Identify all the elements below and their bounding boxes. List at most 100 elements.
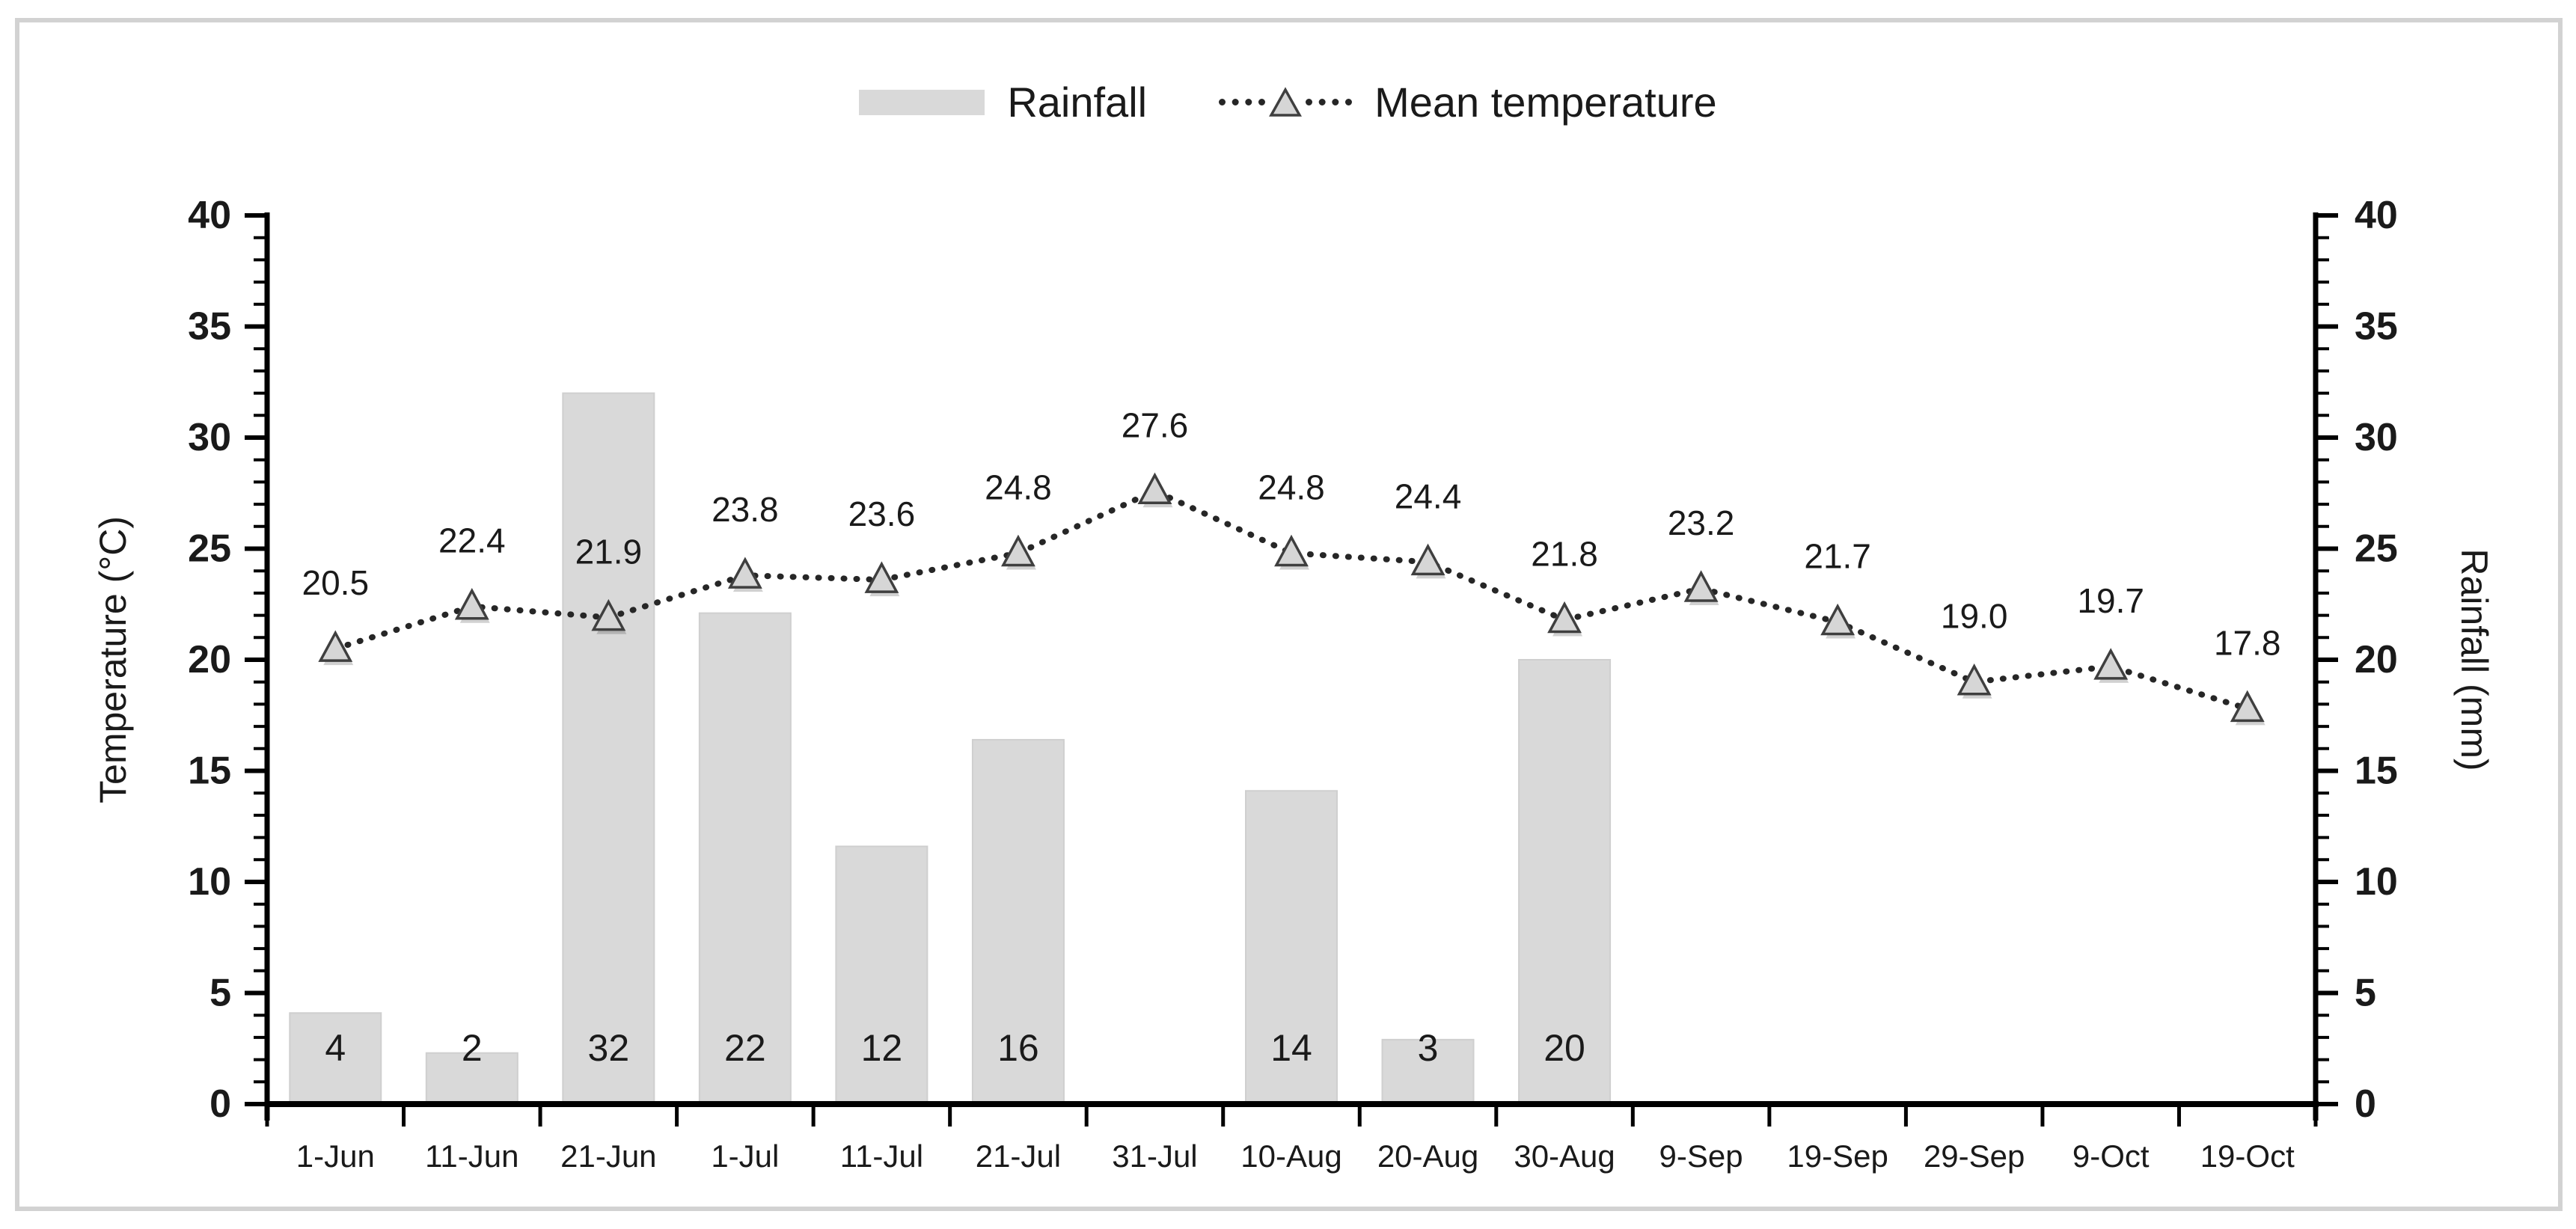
marker-31-Jul <box>1137 472 1172 505</box>
x-axis-labels: 1-Jun 11-Jun 21-Jun 1-Jul 11-Jul 21-Jul 31-Jul… <box>296 1138 2295 1174</box>
legend-temperature-marker <box>1219 86 1353 118</box>
marker-1-Jun <box>318 630 353 662</box>
temp-label-29-Sep: 19.0 <box>1941 597 2008 636</box>
marker-1-Jul <box>727 557 762 589</box>
right-axis-label-10: 10 <box>2355 860 2398 904</box>
right-axis-label-5: 5 <box>2355 972 2376 1015</box>
left-axis-label-20: 20 <box>188 638 231 681</box>
legend-rainfall-swatch <box>859 89 985 115</box>
bar-label-21-Jun: 32 <box>588 1027 630 1069</box>
marker-9-Oct <box>2093 648 2129 680</box>
bar-label-1-Jul: 22 <box>724 1027 766 1069</box>
left-axis-label-5: 5 <box>209 972 231 1015</box>
bar-10-Aug <box>1245 790 1338 1105</box>
temp-label-1-Jun: 20.5 <box>302 563 370 602</box>
bar-21-Jun <box>562 392 655 1105</box>
left-axis-label-0: 0 <box>209 1082 231 1126</box>
x-label-1-Jun: 1-Jun <box>296 1138 375 1174</box>
marker-29-Sep <box>1957 663 1992 696</box>
left-axis-label-25: 25 <box>188 527 231 571</box>
rainfall-bar-labels: 4 2 32 22 12 16 14 3 20 <box>325 1027 1585 1069</box>
bar-1-Jun <box>289 1012 382 1105</box>
x-label-29-Sep: 29-Sep <box>1924 1138 2025 1174</box>
right-axis-label-15: 15 <box>2355 750 2398 793</box>
triangle-marker-icon <box>1269 86 1303 117</box>
bar-label-11-Jun: 2 <box>462 1027 483 1069</box>
x-label-19-Oct: 19-Oct <box>2200 1138 2295 1174</box>
temp-label-1-Jul: 23.8 <box>712 490 779 529</box>
temp-label-21-Jun: 21.9 <box>575 533 643 571</box>
marker-20-Aug <box>1410 543 1445 576</box>
x-label-20-Aug: 20-Aug <box>1377 1138 1478 1174</box>
y-axis-labels: 0 0 5 5 10 10 15 15 20 20 25 25 30 30 35 35 40 40 <box>188 194 2398 1126</box>
bar-11-Jul <box>835 845 928 1105</box>
axes <box>264 212 2319 1121</box>
temp-label-21-Jul: 24.8 <box>985 468 1052 506</box>
temp-label-10-Aug: 24.8 <box>1258 468 1325 506</box>
bar-20-Aug <box>1381 1038 1475 1105</box>
marker-19-Oct <box>2230 690 2265 723</box>
y-axis-ticks <box>245 213 2338 1106</box>
dotted-line-icon <box>1219 99 1266 105</box>
temp-label-9-Sep: 23.2 <box>1668 503 1735 542</box>
temp-label-19-Oct: 17.8 <box>2214 623 2281 662</box>
marker-21-Jun <box>591 598 626 631</box>
temperature-labels: 20.5 22.4 21.9 23.8 23.6 24.8 27.6 24.8 24.4 21.8… <box>302 405 2281 662</box>
left-axis-label-15: 15 <box>188 750 231 793</box>
x-label-21-Jul: 21-Jul <box>976 1138 1061 1174</box>
right-axis-label-25: 25 <box>2355 527 2398 571</box>
temp-label-30-Aug: 21.8 <box>1531 535 1598 574</box>
temp-label-31-Jul: 27.6 <box>1122 405 1189 444</box>
rainfall-bars <box>289 392 1612 1105</box>
temp-label-11-Jul: 23.6 <box>848 494 916 533</box>
temp-label-19-Sep: 21.7 <box>1804 537 1871 576</box>
legend: Rainfall Mean temperature <box>0 78 2576 126</box>
temperature-line <box>332 487 2251 712</box>
bar-label-30-Aug: 20 <box>1544 1027 1585 1069</box>
left-axis-label-35: 35 <box>188 305 231 349</box>
bar-label-21-Jul: 16 <box>997 1027 1039 1069</box>
temperature-markers <box>318 472 2266 726</box>
bar-label-1-Jun: 4 <box>325 1027 346 1069</box>
x-label-9-Sep: 9-Sep <box>1659 1138 1743 1174</box>
bar-30-Aug <box>1518 659 1612 1105</box>
marker-9-Sep <box>1683 570 1719 602</box>
marker-19-Sep <box>1820 603 1855 636</box>
left-axis-label-40: 40 <box>188 194 231 237</box>
bar-label-20-Aug: 3 <box>1418 1027 1439 1069</box>
marker-11-Jun <box>454 588 489 620</box>
bar-label-11-Jul: 12 <box>861 1027 903 1069</box>
x-label-10-Aug: 10-Aug <box>1240 1138 1341 1174</box>
legend-rainfall-label: Rainfall <box>1007 79 1148 126</box>
left-axis-title: Temperature (°C) <box>92 516 134 803</box>
temp-label-9-Oct: 19.7 <box>2077 581 2144 620</box>
marker-11-Jul <box>864 561 899 593</box>
right-axis-label-40: 40 <box>2355 194 2398 237</box>
marker-10-Aug <box>1274 534 1309 567</box>
x-axis-ticks <box>265 1104 2318 1127</box>
right-axis-label-30: 30 <box>2355 416 2398 459</box>
temp-label-11-Jun: 22.4 <box>438 521 506 560</box>
left-axis-label-30: 30 <box>188 416 231 459</box>
marker-21-Jul <box>1000 534 1035 567</box>
marker-30-Aug <box>1547 601 1582 634</box>
x-label-31-Jul: 31-Jul <box>1112 1138 1197 1174</box>
x-label-11-Jun: 11-Jun <box>425 1138 518 1174</box>
x-label-30-Aug: 30-Aug <box>1514 1138 1615 1174</box>
x-label-9-Oct: 9-Oct <box>2072 1138 2150 1174</box>
right-axis-label-20: 20 <box>2355 638 2398 681</box>
right-axis-label-0: 0 <box>2355 1082 2376 1126</box>
dotted-line-icon <box>1306 99 1353 105</box>
temp-label-20-Aug: 24.4 <box>1395 476 1462 515</box>
x-label-21-Jun: 21-Jun <box>560 1138 656 1174</box>
right-axis-title: Rainfall (mm) <box>2453 548 2495 770</box>
legend-temperature-label: Mean temperature <box>1374 79 1717 126</box>
x-label-1-Jul: 1-Jul <box>711 1138 779 1174</box>
bar-label-10-Aug: 14 <box>1270 1027 1312 1069</box>
x-label-11-Jul: 11-Jul <box>840 1138 923 1174</box>
right-axis-label-35: 35 <box>2355 305 2398 349</box>
x-label-19-Sep: 19-Sep <box>1787 1138 1888 1174</box>
left-axis-label-10: 10 <box>188 860 231 904</box>
